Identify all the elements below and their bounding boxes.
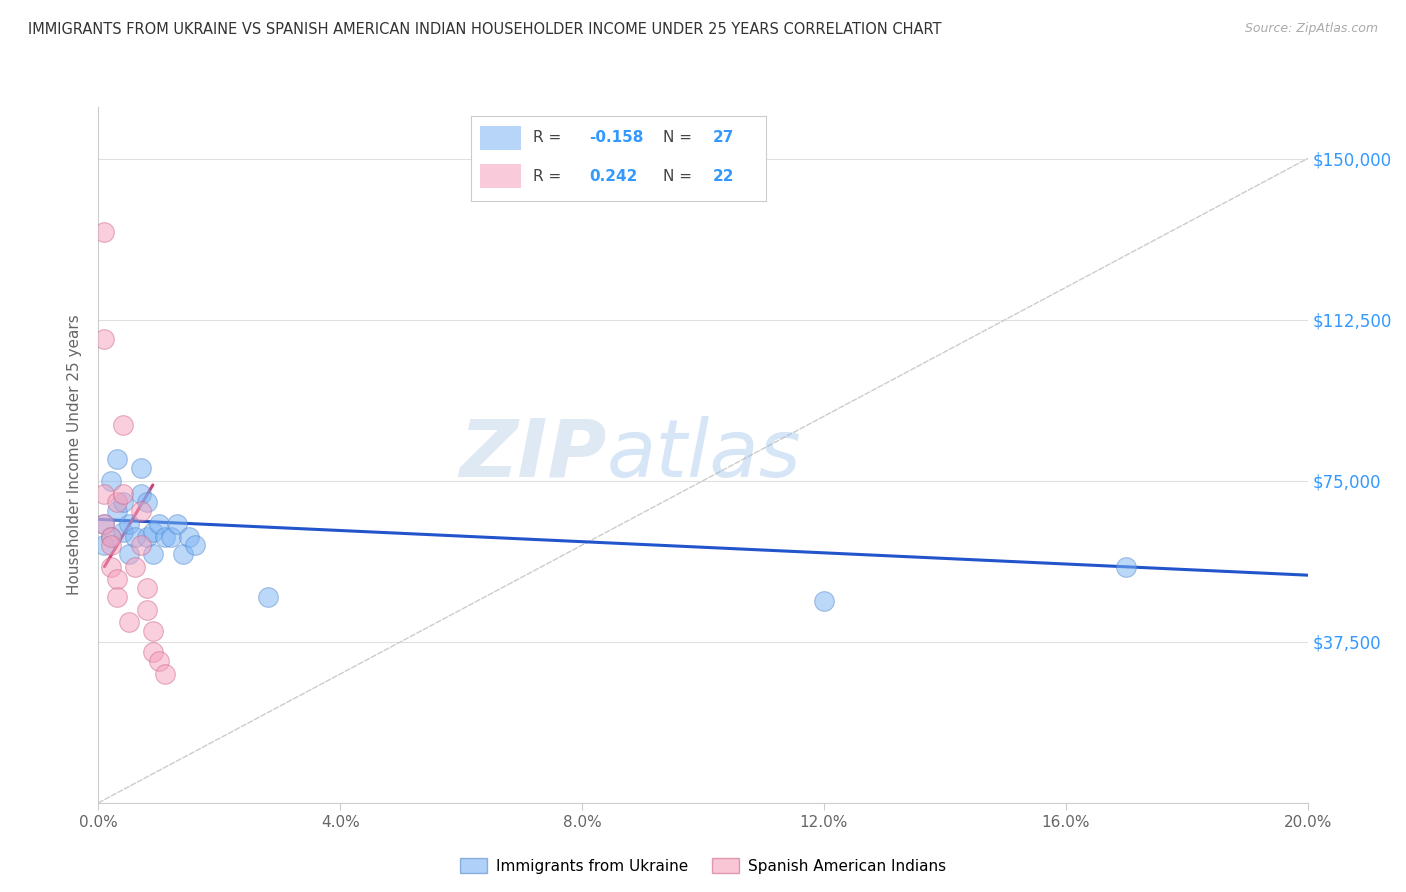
Legend: Immigrants from Ukraine, Spanish American Indians: Immigrants from Ukraine, Spanish America… (454, 852, 952, 880)
Point (135, 581, 157, 595)
Point (105, 504, 128, 518)
Text: R =: R = (533, 169, 561, 185)
Point (148, 654, 170, 668)
Point (179, 529, 201, 543)
Point (142, 547, 165, 561)
Point (184, 538, 207, 552)
Text: N =: N = (664, 169, 692, 185)
Bar (479, 126, 522, 150)
Point (93, 516, 115, 531)
Point (153, 667, 176, 681)
Point (118, 516, 141, 531)
Point (129, 504, 152, 518)
Point (142, 525, 165, 540)
Point (129, 486, 152, 500)
Text: 22: 22 (713, 169, 734, 185)
Point (93, 486, 115, 500)
Bar (479, 164, 522, 188)
Point (93, 332, 115, 346)
Point (813, 594, 835, 608)
Point (124, 559, 146, 574)
Point (105, 495, 128, 509)
Text: atlas: atlas (606, 416, 801, 494)
Point (93, 516, 115, 531)
Point (160, 529, 183, 543)
Text: ZIP: ZIP (458, 416, 606, 494)
Point (105, 573, 128, 587)
Point (93, 538, 115, 552)
Text: 27: 27 (713, 129, 734, 145)
Point (124, 529, 146, 543)
Point (118, 615, 141, 630)
Point (93, 225, 115, 239)
Text: Source: ZipAtlas.com: Source: ZipAtlas.com (1244, 22, 1378, 36)
Point (153, 529, 176, 543)
Point (148, 516, 170, 531)
Point (172, 547, 194, 561)
Point (135, 529, 157, 543)
Point (100, 538, 122, 552)
Point (105, 590, 128, 604)
Point (111, 417, 134, 432)
Point (142, 645, 165, 659)
Point (129, 538, 152, 552)
Point (105, 452, 128, 467)
Point (111, 495, 134, 509)
Text: -0.158: -0.158 (589, 129, 644, 145)
Point (135, 495, 157, 509)
Point (142, 624, 165, 638)
Point (100, 559, 122, 574)
Point (135, 602, 157, 616)
Point (100, 474, 122, 488)
Point (256, 590, 278, 604)
Point (1115, 559, 1137, 574)
Point (111, 486, 134, 500)
Point (111, 525, 134, 540)
Text: IMMIGRANTS FROM UKRAINE VS SPANISH AMERICAN INDIAN HOUSEHOLDER INCOME UNDER 25 Y: IMMIGRANTS FROM UKRAINE VS SPANISH AMERI… (28, 22, 942, 37)
Text: 0.242: 0.242 (589, 169, 637, 185)
Point (129, 460, 152, 475)
Text: N =: N = (664, 129, 692, 145)
Point (100, 529, 122, 543)
Text: R =: R = (533, 129, 561, 145)
Point (166, 516, 188, 531)
Point (100, 529, 122, 543)
Point (118, 547, 141, 561)
Y-axis label: Householder Income Under 25 years: Householder Income Under 25 years (67, 315, 83, 595)
